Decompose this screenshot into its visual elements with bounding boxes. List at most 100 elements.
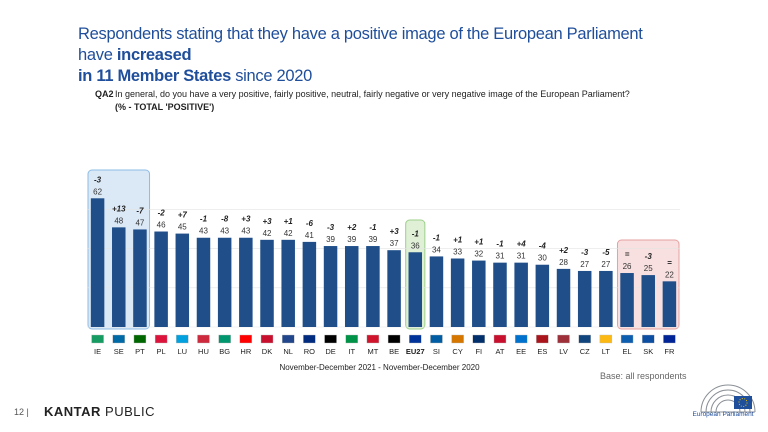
bar-fi: [472, 260, 486, 327]
value-label-fi: 32: [474, 250, 483, 259]
flag-icon-at: [493, 334, 507, 344]
value-label-pt: 47: [135, 218, 144, 227]
category-label-lv: LV: [559, 347, 568, 356]
category-label-el: EL: [622, 347, 631, 356]
bar-de: [323, 246, 338, 327]
bar-hr: [239, 237, 253, 327]
change-label-pl: -2: [158, 209, 166, 218]
change-label-ee: +4: [517, 240, 527, 249]
category-label-mt: MT: [367, 347, 378, 356]
change-label-nl: +1: [284, 217, 294, 226]
category-label-it: IT: [348, 347, 355, 356]
bar-sk: [641, 275, 655, 327]
flag-icon-nl: [281, 334, 295, 344]
change-label-dk: +3: [262, 217, 272, 226]
category-label-lu: LU: [178, 347, 188, 356]
change-label-es: -4: [539, 242, 547, 251]
change-label-hu: -1: [200, 215, 208, 224]
page-number-text: 12: [14, 407, 25, 417]
flag-icon-hr: [239, 334, 253, 344]
flag-icon-sk: [642, 334, 655, 344]
category-label-fi: FI: [475, 347, 482, 356]
bar-it: [344, 246, 359, 327]
bar-eu27: [408, 252, 423, 327]
flag-icon-pt: [133, 334, 147, 344]
bar-be: [387, 250, 401, 327]
change-label-be: +3: [390, 227, 400, 236]
change-label-ro: -6: [306, 219, 314, 228]
page-number: 12 |: [14, 407, 29, 417]
flag-icon-lt: [599, 334, 613, 344]
question-text: In general, do you have a very positive,…: [115, 89, 630, 99]
change-label-at: -1: [496, 240, 504, 249]
category-label-de: DE: [325, 347, 335, 356]
chart-title: Respondents stating that they have a pos…: [78, 24, 678, 87]
flag-icon-cy: [451, 334, 464, 344]
change-label-cz: -3: [581, 248, 589, 257]
category-label-es: ES: [537, 347, 547, 356]
bar-si: [429, 256, 444, 327]
value-label-ie: 62: [93, 187, 102, 196]
category-label-cz: CZ: [580, 347, 590, 356]
bar-es: [535, 264, 550, 327]
bar-dk: [260, 239, 274, 327]
category-label-ie: IE: [94, 347, 101, 356]
category-label-fr: FR: [664, 347, 675, 356]
category-label-be: BE: [389, 347, 399, 356]
flag-icon-mt: [366, 334, 380, 344]
change-label-it: +2: [347, 223, 357, 232]
bar-ie: [90, 198, 105, 327]
value-label-cz: 27: [580, 260, 589, 269]
change-label-sk: -3: [645, 252, 653, 261]
question-code: QA2: [95, 89, 114, 99]
flag-icon-dk: [260, 334, 274, 344]
category-label-ro: RO: [304, 347, 315, 356]
category-label-si: SI: [433, 347, 440, 356]
flag-icon-fr: [663, 334, 676, 344]
european-parliament-logo-icon: [700, 384, 756, 413]
change-label-eu27: -1: [412, 229, 420, 238]
change-label-si: -1: [433, 233, 441, 242]
brand-bold: KANTAR: [44, 404, 101, 419]
value-label-nl: 42: [284, 229, 293, 238]
flag-icon-se: [112, 334, 125, 344]
value-label-pl: 46: [157, 221, 166, 230]
flag-icon-bg: [218, 334, 231, 344]
flag-icon-ee: [514, 334, 528, 344]
flag-icon-de: [324, 334, 337, 344]
bar-lv: [556, 268, 571, 327]
bar-at: [493, 262, 507, 327]
value-label-dk: 42: [263, 229, 272, 238]
value-label-el: 26: [623, 262, 632, 271]
value-label-mt: 39: [368, 235, 377, 244]
value-label-sk: 25: [644, 264, 653, 273]
value-label-bg: 43: [220, 227, 229, 236]
title-line2: since 2020: [230, 67, 313, 85]
value-label-eu27: 36: [411, 241, 420, 250]
change-label-mt: -1: [369, 223, 377, 232]
flag-icon-ro: [303, 334, 316, 344]
change-label-lt: -5: [602, 248, 610, 257]
bar-nl: [281, 239, 295, 327]
value-label-cy: 33: [453, 248, 462, 257]
value-label-lv: 28: [559, 258, 568, 267]
change-label-lu: +7: [178, 211, 188, 220]
value-label-it: 39: [347, 235, 356, 244]
bar-pl: [154, 231, 168, 327]
category-label-at: AT: [495, 347, 504, 356]
change-label-fi: +1: [474, 238, 484, 247]
category-label-ee: EE: [516, 347, 526, 356]
title-line1: Respondents stating that they have a pos…: [78, 25, 643, 64]
bar-lt: [599, 270, 613, 327]
flag-icon-hu: [197, 334, 210, 344]
flag-icon-ie: [91, 334, 104, 344]
bar-ro: [302, 241, 317, 327]
change-label-lv: +2: [559, 246, 569, 255]
x-axis-label: November-December 2021 - November-Decemb…: [279, 363, 480, 372]
category-label-nl: NL: [283, 347, 293, 356]
value-label-ee: 31: [517, 252, 526, 261]
flag-icon-it: [345, 334, 358, 344]
ep-name: European Parliament: [692, 411, 754, 418]
category-label-lt: LT: [602, 347, 611, 356]
